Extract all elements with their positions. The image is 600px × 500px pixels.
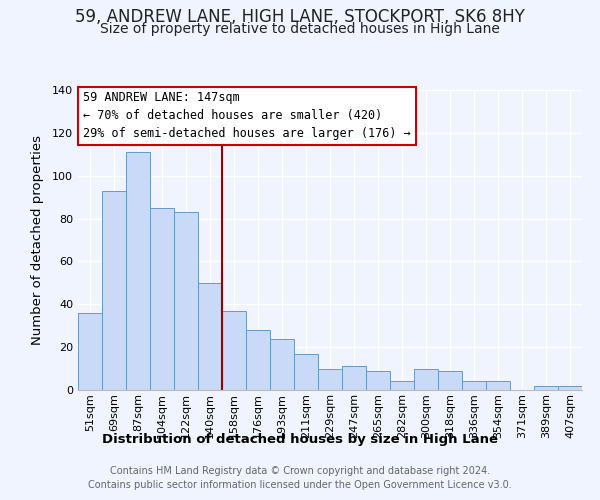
Bar: [462, 382, 486, 390]
Bar: [246, 330, 270, 390]
Bar: [78, 313, 102, 390]
Bar: [534, 386, 558, 390]
Bar: [294, 354, 318, 390]
Bar: [318, 368, 342, 390]
Text: 59, ANDREW LANE, HIGH LANE, STOCKPORT, SK6 8HY: 59, ANDREW LANE, HIGH LANE, STOCKPORT, S…: [75, 8, 525, 26]
Bar: [342, 366, 366, 390]
Y-axis label: Number of detached properties: Number of detached properties: [31, 135, 44, 345]
Bar: [366, 370, 390, 390]
Bar: [174, 212, 198, 390]
Bar: [558, 386, 582, 390]
Bar: [390, 382, 414, 390]
Bar: [438, 370, 462, 390]
Bar: [486, 382, 510, 390]
Text: Size of property relative to detached houses in High Lane: Size of property relative to detached ho…: [100, 22, 500, 36]
Text: Contains public sector information licensed under the Open Government Licence v3: Contains public sector information licen…: [88, 480, 512, 490]
Bar: [414, 368, 438, 390]
Text: Contains HM Land Registry data © Crown copyright and database right 2024.: Contains HM Land Registry data © Crown c…: [110, 466, 490, 476]
Text: Distribution of detached houses by size in High Lane: Distribution of detached houses by size …: [102, 432, 498, 446]
Text: 59 ANDREW LANE: 147sqm
← 70% of detached houses are smaller (420)
29% of semi-de: 59 ANDREW LANE: 147sqm ← 70% of detached…: [83, 92, 411, 140]
Bar: [126, 152, 150, 390]
Bar: [222, 310, 246, 390]
Bar: [102, 190, 126, 390]
Bar: [198, 283, 222, 390]
Bar: [270, 338, 294, 390]
Bar: [150, 208, 174, 390]
